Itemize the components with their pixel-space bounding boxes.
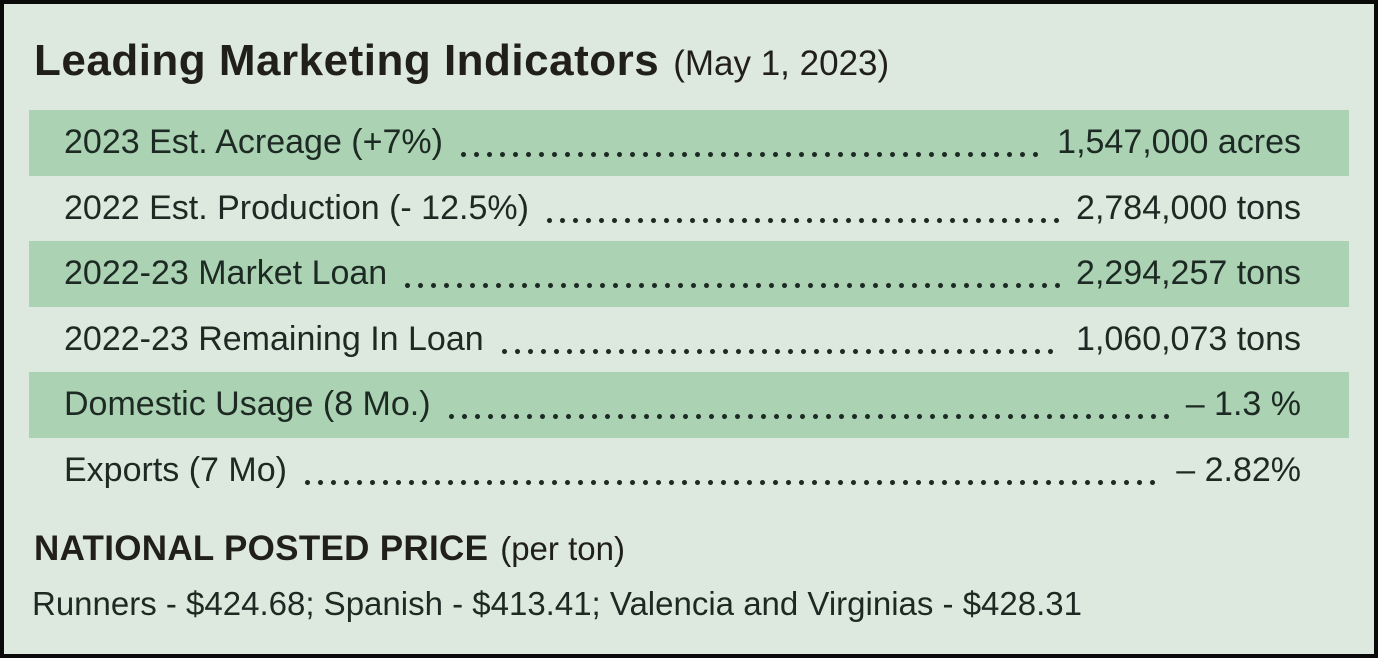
indicator-value: 1,547,000 acres bbox=[1057, 123, 1301, 162]
dot-leader bbox=[300, 437, 1161, 503]
indicator-value: – 2.82% bbox=[1176, 450, 1301, 489]
posted-price-values: Runners - $424.68; Spanish - $413.41; Va… bbox=[32, 585, 1082, 622]
dot-leader bbox=[444, 372, 1170, 438]
indicator-label: 2023 Est. Acreage (+7%) bbox=[64, 123, 443, 162]
indicator-label: 2022 Est. Production (- 12.5%) bbox=[64, 188, 529, 227]
indicator-row: Domestic Usage (8 Mo.) – 1.3 % bbox=[29, 372, 1349, 438]
indicator-row: 2022 Est. Production (- 12.5%) 2,784,000… bbox=[29, 175, 1349, 241]
indicator-label: 2022-23 Market Loan bbox=[64, 254, 388, 293]
indicator-value: – 1.3 % bbox=[1185, 385, 1301, 424]
posted-price-unit: (per ton) bbox=[500, 530, 625, 567]
dot-leader bbox=[497, 306, 1061, 372]
indicator-label: Exports (7 Mo) bbox=[64, 450, 287, 489]
dot-leader bbox=[542, 175, 1061, 241]
title-text: Leading Marketing Indicators bbox=[34, 36, 660, 85]
dot-leader bbox=[456, 110, 1042, 176]
indicator-row: Exports (7 Mo) – 2.82% bbox=[29, 437, 1349, 503]
indicator-value: 2,784,000 tons bbox=[1076, 188, 1301, 227]
national-posted-price-heading: NATIONAL POSTED PRICE (per ton) bbox=[34, 529, 1344, 569]
posted-price-title: NATIONAL POSTED PRICE bbox=[34, 529, 489, 568]
indicator-row: 2022-23 Remaining In Loan 1,060,073 tons bbox=[29, 306, 1349, 372]
indicator-label: Domestic Usage (8 Mo.) bbox=[64, 385, 431, 424]
indicator-label: 2022-23 Remaining In Loan bbox=[64, 319, 484, 358]
indicator-row: 2023 Est. Acreage (+7%) 1,547,000 acres bbox=[29, 110, 1349, 176]
page-title: Leading Marketing Indicators (May 1, 202… bbox=[34, 36, 1344, 86]
title-date: (May 1, 2023) bbox=[673, 44, 890, 83]
indicator-value: 1,060,073 tons bbox=[1076, 319, 1301, 358]
indicator-value: 2,294,257 tons bbox=[1076, 254, 1301, 293]
indicator-table: 2023 Est. Acreage (+7%) 1,547,000 acres … bbox=[29, 110, 1349, 503]
dot-leader bbox=[401, 241, 1061, 307]
indicator-row: 2022-23 Market Loan 2,294,257 tons bbox=[29, 241, 1349, 307]
